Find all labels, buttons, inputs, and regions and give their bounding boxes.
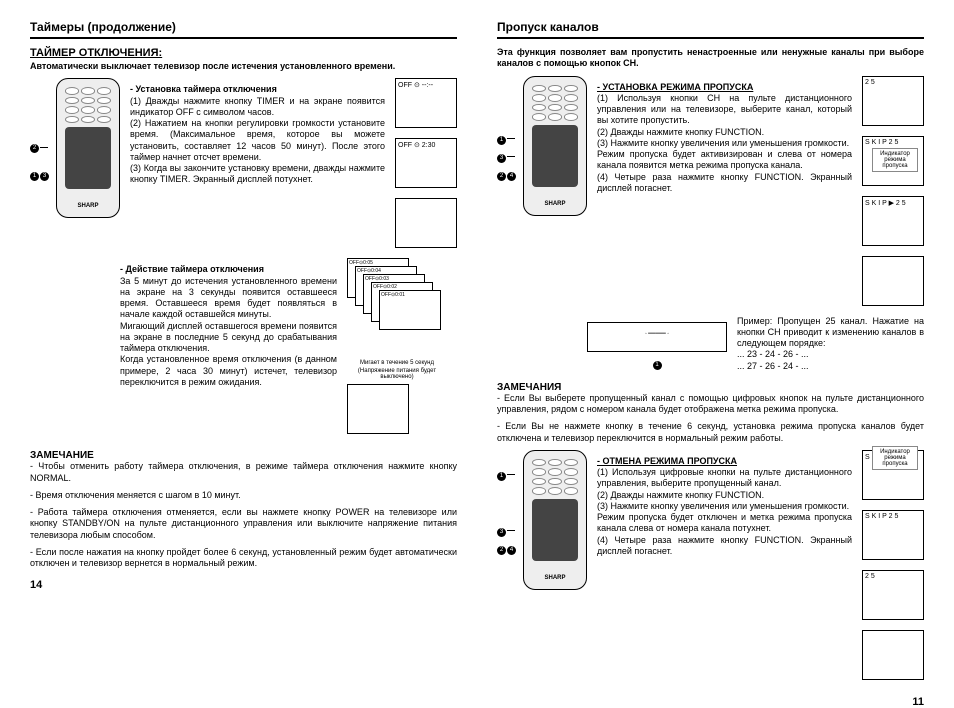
- note-l2: - Время отключения меняется с шагом в 10…: [30, 490, 457, 501]
- tv-device-diagram: ◦ ═════ ◦: [587, 322, 727, 352]
- note-r1: - Если Вы выберете пропущенный канал с п…: [497, 393, 924, 416]
- sstep-4: (4) Четыре раза нажмите кнопку FUNCTION.…: [597, 172, 852, 195]
- display-boxes-r2: S K I P ▶ 2 5 Индикатор режима пропуска …: [862, 450, 924, 686]
- cstep-4: (4) Четыре раза нажмите кнопку FUNCTION.…: [597, 535, 852, 558]
- timer-action-text: - Действие таймера отключения За 5 минут…: [120, 258, 337, 440]
- callouts-right-1: 1 3 24: [497, 76, 513, 312]
- timer-set-text: - Установка таймера отключения (1) Дважд…: [130, 78, 385, 254]
- notes-title-right: ЗАМЕЧАНИЯ: [497, 382, 924, 393]
- notes-title-left: ЗАМЕЧАНИЕ: [30, 450, 457, 461]
- right-header: Пропуск каналов: [497, 20, 924, 39]
- display-boxes-r1: 2 5 S K I P 2 5 S K I P ▶ 2 5 Индикатор …: [862, 76, 924, 312]
- skip-cancel-text: - ОТМЕНА РЕЖИМА ПРОПУСКА (1) Используя ц…: [597, 450, 852, 686]
- remote-2: SHARP: [523, 76, 587, 216]
- timer-off-intro: Автоматически выключает телевизор после …: [30, 61, 457, 72]
- timer-action-title: - Действие таймера отключения: [120, 264, 337, 275]
- step-3: (3) Когда вы закончите установку времени…: [130, 163, 385, 186]
- cstep-3: (3) Нажмите кнопку увеличения или уменьш…: [597, 501, 852, 535]
- page-right: 11: [497, 696, 924, 708]
- note-l3: - Работа таймера отключения отменяется, …: [30, 507, 457, 541]
- skip-set-text: - УСТАНОВКА РЕЖИМА ПРОПУСКА (1) Использу…: [597, 76, 852, 312]
- example-seq2: ... 27 - 26 - 24 - ...: [737, 361, 924, 372]
- remote-3: SHARP: [523, 450, 587, 590]
- example-text: Пример: Пропущен 25 канал. Нажатие на кн…: [737, 316, 924, 372]
- remote-1: SHARP: [56, 78, 120, 218]
- right-page: Пропуск каналов Эта функция позволяет ва…: [497, 20, 924, 655]
- timer-action-body: За 5 минут до истечения установленного в…: [120, 276, 337, 389]
- countdown-stack: OFF⊙0:05 OFF⊙0:04 OFF⊙0:03 OFF⊙0:02 OFF⊙…: [347, 258, 457, 440]
- sstep-1: (1) Используя кнопки CH на пульте дистан…: [597, 93, 852, 127]
- note-l1: - Чтобы отменить работу таймера отключен…: [30, 461, 457, 484]
- step-2: (2) Нажатием на кнопки регулировки громк…: [130, 118, 385, 163]
- step-1: (1) Дважды нажмите кнопку TIMER и на экр…: [130, 96, 385, 119]
- example-row: ◦ ═════ ◦ 1 Пример: Пропущен 25 канал. Н…: [497, 316, 924, 372]
- skip-cancel-row: 1 3 24 SHARP - ОТМЕНА РЕЖИМА ПРОПУСКА (1…: [497, 450, 924, 686]
- example-seq1: ... 23 - 24 - 26 - ...: [737, 349, 924, 360]
- timer-set-row: 2 13 SHARP - Установка таймера отключени…: [30, 78, 457, 254]
- sstep-3: (3) Нажмите кнопку увеличения или уменьш…: [597, 138, 852, 172]
- timer-action-row: - Действие таймера отключения За 5 минут…: [30, 258, 457, 440]
- skip-intro: Эта функция позволяет вам пропустить нен…: [497, 47, 924, 70]
- timer-off-title: ТАЙМЕР ОТКЛЮЧЕНИЯ:: [30, 47, 457, 59]
- cstep-1: (1) Используя цифровые кнопки на пульте …: [597, 467, 852, 490]
- example-intro: Пример: Пропущен 25 канал. Нажатие на кн…: [737, 316, 924, 350]
- skip-set-title: - УСТАНОВКА РЕЖИМА ПРОПУСКА: [597, 82, 852, 93]
- skip-set-row: 1 3 24 SHARP - УСТАНОВКА РЕЖИМА ПРОПУСКА…: [497, 76, 924, 312]
- callouts-right-2: 1 3 24: [497, 450, 513, 686]
- display-boxes-1: OFF ⊙ --:-- OFF ⊙ 2:30: [395, 78, 457, 254]
- callouts-left-1: 2 13: [30, 78, 46, 254]
- cstep-2: (2) Дважды нажмите кнопку FUNCTION.: [597, 490, 852, 501]
- note-l4: - Если после нажатия на кнопку пройдет б…: [30, 547, 457, 570]
- page-left: 14: [30, 579, 457, 591]
- note-r2: - Если Вы не нажмете кнопку в течение 6 …: [497, 421, 924, 444]
- skip-cancel-title: - ОТМЕНА РЕЖИМА ПРОПУСКА: [597, 456, 852, 467]
- left-header: Таймеры (продолжение): [30, 20, 457, 39]
- left-page: Таймеры (продолжение) ТАЙМЕР ОТКЛЮЧЕНИЯ:…: [30, 20, 457, 655]
- timer-set-title: - Установка таймера отключения: [130, 84, 385, 95]
- sstep-2: (2) Дважды нажмите кнопку FUNCTION.: [597, 127, 852, 138]
